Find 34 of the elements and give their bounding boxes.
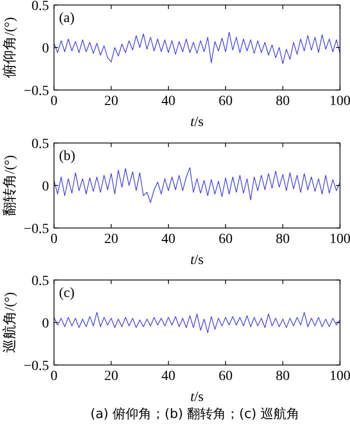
x-tick-label: 100 xyxy=(330,232,350,247)
y-tick-label: −0.5 xyxy=(24,358,49,374)
y-tick-label: 0.5 xyxy=(32,274,49,289)
x-tick-label: 40 xyxy=(161,232,176,247)
y-axis-title: 巡航角/(°) xyxy=(2,292,18,353)
x-axis-title: t/s xyxy=(190,253,204,268)
annotation: (b) xyxy=(59,149,76,164)
x-tick-label: 60 xyxy=(218,232,233,247)
x-tick-label: 60 xyxy=(218,369,233,384)
x-tick-label: 20 xyxy=(104,232,118,247)
annotation: (c) xyxy=(59,286,75,301)
y-tick-label: 0.5 xyxy=(32,0,49,14)
x-axis-title: t/s xyxy=(190,115,204,130)
annotation: (a) xyxy=(59,11,75,26)
y-tick-label: 0 xyxy=(42,316,49,332)
x-tick-label: 20 xyxy=(104,369,118,384)
y-tick-label: −0.5 xyxy=(24,84,49,99)
x-tick-label: 80 xyxy=(276,232,290,247)
x-tick-label: 80 xyxy=(276,94,290,109)
x-tick-label: 40 xyxy=(161,94,176,109)
text: (a) 俯仰角；(b) 翻转角；(c) 巡航角 xyxy=(90,407,300,422)
y-tick-label: −0.5 xyxy=(24,222,49,237)
x-tick-label: 40 xyxy=(161,369,176,384)
x-tick-label: 80 xyxy=(276,369,290,384)
x-tick-label: 100 xyxy=(330,94,350,109)
x-axis-title: t/s xyxy=(190,390,204,405)
x-tick-label: 100 xyxy=(330,369,350,384)
y-tick-label: 0 xyxy=(42,41,49,56)
x-tick-label: 60 xyxy=(218,94,233,109)
y-tick-label: 0 xyxy=(42,179,49,194)
y-tick-label: 0.5 xyxy=(32,136,49,152)
y-axis-title: 翻转角/(°) xyxy=(2,154,18,216)
x-tick-label: 20 xyxy=(104,94,118,109)
y-axis-title: 俯仰角/(°) xyxy=(2,16,18,78)
